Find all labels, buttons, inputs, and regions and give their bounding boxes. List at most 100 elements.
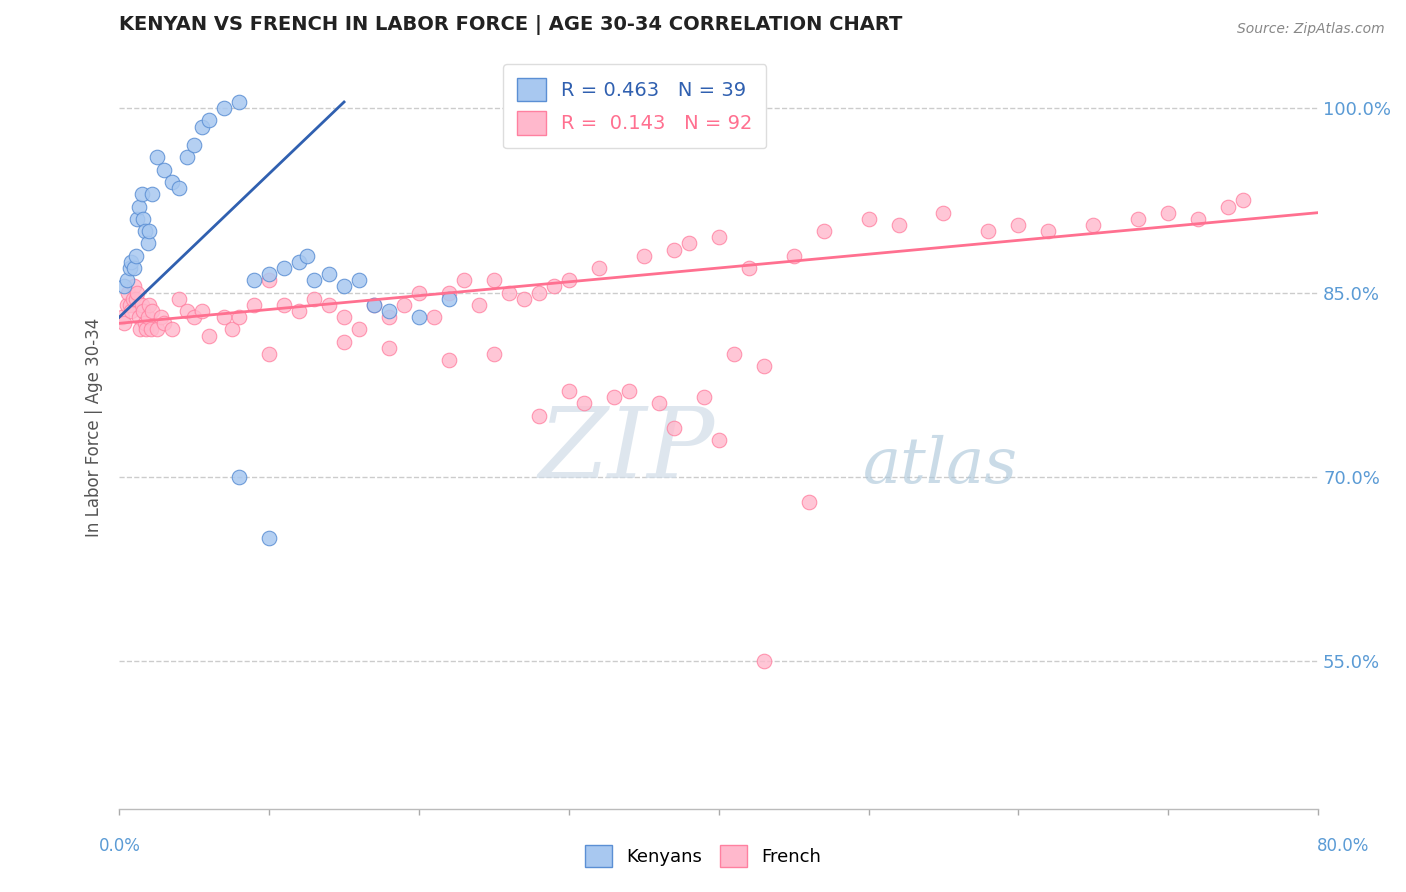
Point <box>468 298 491 312</box>
Point <box>887 218 910 232</box>
Point <box>176 150 198 164</box>
Point <box>977 224 1000 238</box>
Point <box>150 310 173 325</box>
Text: ZIP: ZIP <box>538 403 716 499</box>
Point <box>858 211 880 226</box>
Point <box>797 494 820 508</box>
Point <box>128 310 150 325</box>
Point <box>378 341 401 355</box>
Point <box>453 273 475 287</box>
Point <box>243 273 266 287</box>
Point <box>221 322 243 336</box>
Legend: Kenyans, French: Kenyans, French <box>578 838 828 874</box>
Point <box>257 347 280 361</box>
Point <box>723 347 745 361</box>
Point <box>302 273 325 287</box>
Point <box>160 175 183 189</box>
Point <box>363 298 385 312</box>
Point <box>782 249 804 263</box>
Point <box>117 285 139 300</box>
Point <box>392 298 415 312</box>
Point <box>118 298 141 312</box>
Point <box>1038 224 1060 238</box>
Point <box>273 260 295 275</box>
Point <box>737 260 759 275</box>
Point <box>648 396 671 410</box>
Point <box>558 384 581 398</box>
Y-axis label: In Labor Force | Age 30-34: In Labor Force | Age 30-34 <box>86 318 103 538</box>
Point <box>145 322 167 336</box>
Point <box>134 224 156 238</box>
Point <box>678 236 700 251</box>
Point <box>111 310 134 325</box>
Point <box>190 120 212 134</box>
Point <box>212 101 235 115</box>
Point <box>134 316 156 330</box>
Point <box>347 273 370 287</box>
Point <box>617 384 640 398</box>
Point <box>333 279 356 293</box>
Point <box>437 353 460 368</box>
Point <box>633 249 655 263</box>
Point <box>288 304 311 318</box>
Text: 80.0%: 80.0% <box>1316 837 1369 855</box>
Point <box>132 211 155 226</box>
Point <box>112 316 135 330</box>
Point <box>295 249 318 263</box>
Point <box>408 310 430 325</box>
Point <box>153 162 176 177</box>
Text: KENYAN VS FRENCH IN LABOR FORCE | AGE 30-34 CORRELATION CHART: KENYAN VS FRENCH IN LABOR FORCE | AGE 30… <box>120 15 903 35</box>
Point <box>273 298 295 312</box>
Point <box>127 211 149 226</box>
Point <box>120 255 142 269</box>
Point <box>212 310 235 325</box>
Point <box>167 292 190 306</box>
Point <box>378 310 401 325</box>
Point <box>228 470 250 484</box>
Point <box>228 310 250 325</box>
Point <box>1187 211 1209 226</box>
Point <box>662 421 685 435</box>
Point <box>1157 205 1180 219</box>
Point <box>135 322 157 336</box>
Point <box>112 279 135 293</box>
Point <box>257 273 280 287</box>
Text: atlas: atlas <box>862 435 1018 497</box>
Point <box>318 298 340 312</box>
Point <box>932 205 955 219</box>
Point <box>498 285 520 300</box>
Point <box>482 347 505 361</box>
Point <box>115 273 138 287</box>
Point <box>257 267 280 281</box>
Point <box>183 310 205 325</box>
Point <box>558 273 581 287</box>
Point <box>572 396 595 410</box>
Legend: R = 0.463   N = 39, R =  0.143   N = 92: R = 0.463 N = 39, R = 0.143 N = 92 <box>503 64 766 148</box>
Point <box>707 230 730 244</box>
Point <box>128 200 150 214</box>
Point <box>243 298 266 312</box>
Point <box>662 243 685 257</box>
Point <box>527 285 550 300</box>
Point <box>707 433 730 447</box>
Point <box>160 322 183 336</box>
Point <box>1007 218 1029 232</box>
Point <box>198 328 221 343</box>
Point <box>333 310 356 325</box>
Point <box>139 322 162 336</box>
Point <box>423 310 446 325</box>
Point <box>228 95 250 109</box>
Point <box>125 249 148 263</box>
Point <box>132 304 155 318</box>
Point <box>347 322 370 336</box>
Point <box>437 292 460 306</box>
Point <box>153 316 176 330</box>
Point <box>482 273 505 287</box>
Point <box>122 260 145 275</box>
Point <box>333 334 356 349</box>
Point <box>378 304 401 318</box>
Point <box>129 322 152 336</box>
Point <box>543 279 565 293</box>
Point <box>138 298 160 312</box>
Point <box>813 224 835 238</box>
